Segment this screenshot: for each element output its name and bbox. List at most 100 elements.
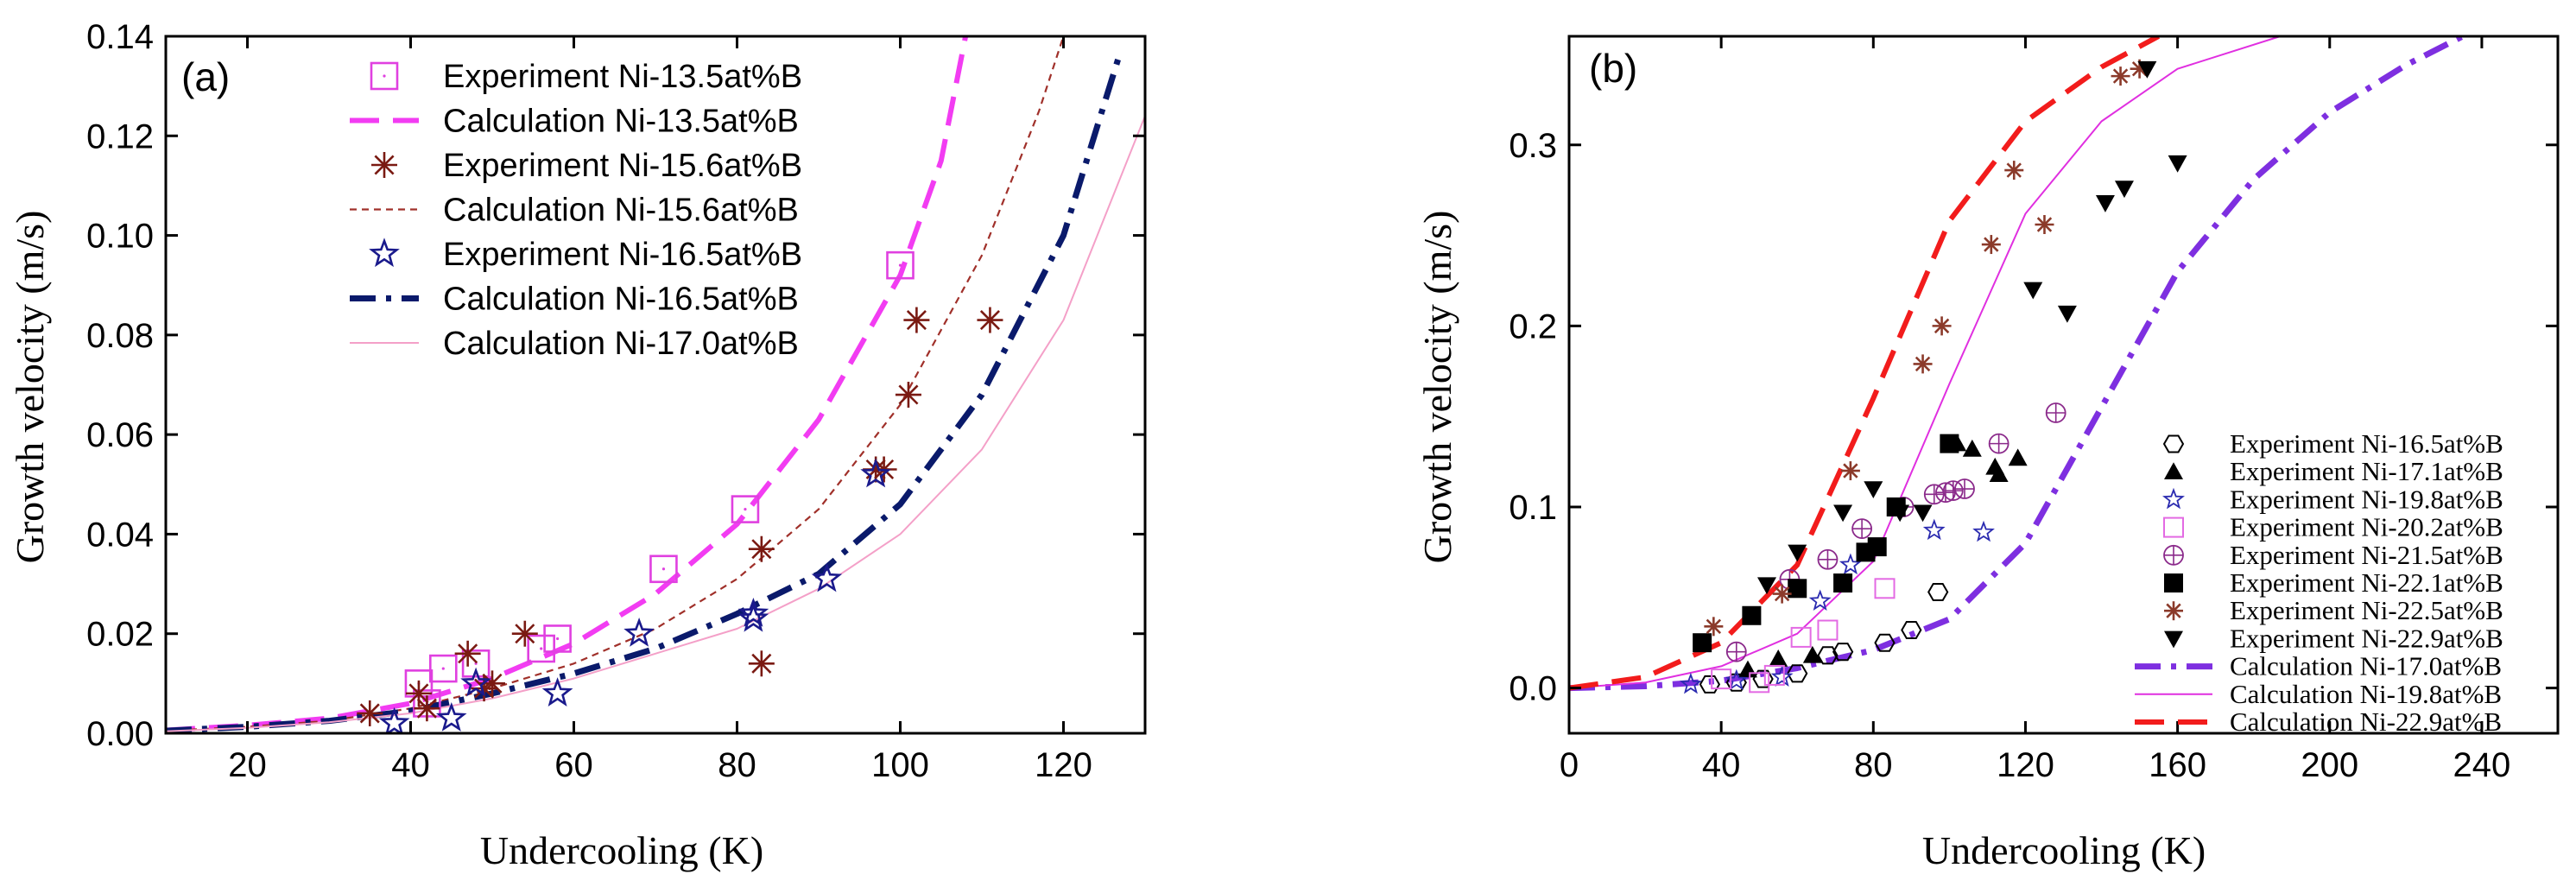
panel-a-experiment-ni-15-6at-b-point-11 (895, 382, 921, 409)
panel-a-experiment-ni-15-6at-b-point-6 (511, 620, 538, 647)
panel-b-experiment-ni-19-8at-b-point-0 (1680, 672, 1702, 694)
panel-b-legend-experiment-ni-21-5at-b-label: Experiment Ni-21.5at%B (2230, 540, 2503, 570)
panel-b-experiment-ni-22-9at-b-point-0 (1757, 577, 1776, 595)
panel-a-x-tick-label-2: 60 (554, 746, 593, 784)
panel-a-x-tick-label-3: 80 (718, 746, 756, 784)
panel-b-legend-calculation-ni-19-8at-b-label: Calculation Ni-19.8at%B (2230, 679, 2502, 709)
panel-b-legend-calculation-ni-22-9at-b-label: Calculation Ni-22.9at%B (2230, 706, 2502, 737)
panel-b-experiment-ni-22-9at-b-point-7 (2057, 305, 2077, 323)
panel-b-y-tick-label-2: 0.2 (1509, 307, 1557, 345)
panel-b-legend-experiment-ni-21-5at-b-swatch (2163, 544, 2184, 566)
panel-a-series-calculation-ni-17-0at-b-line (166, 115, 1145, 732)
panel-b-experiment-ni-22-9at-b-point-6 (2023, 282, 2043, 300)
panel-a-x-tick-label-1: 40 (391, 746, 430, 784)
panel-b-experiment-ni-22-9at-b-point-11 (2137, 60, 2157, 79)
panel-a-y-tick-label-3: 0.06 (86, 416, 154, 454)
panel-b-experiment-ni-21-5at-b-point-2 (1817, 548, 1839, 570)
panel-b-experiment-ni-22-5at-b-point-4 (1932, 316, 1952, 336)
panel-b-experiment-ni-19-8at-b-point-4 (1839, 553, 1862, 575)
panel-b-experiment-ni-20-2at-b-point-5 (1874, 578, 1896, 599)
panel-b-legend-experiment-ni-20-2at-b-label: Experiment Ni-20.2at%B (2230, 512, 2503, 542)
panel-a-y-tick-label-1: 0.02 (86, 616, 154, 654)
panel-b-experiment-ni-20-2at-b-point-4 (1817, 619, 1839, 641)
panel-b-legend-experiment-ni-22-9at-b-label: Experiment Ni-22.9at%B (2230, 623, 2503, 653)
panel-b-experiment-ni-16-5at-b-point-0 (1699, 675, 1721, 694)
panel-b-y-tick-label-3: 0.3 (1509, 127, 1557, 165)
panel-a-experiment-ni-15-6at-b-point-7 (748, 535, 775, 562)
panel-a-experiment-ni-13-5at-b-point-5 (543, 624, 572, 653)
panel-b-experiment-ni-22-5at-b-point-1 (1772, 584, 1792, 604)
panel-b-experiment-ni-16-5at-b-point-7 (1901, 621, 1922, 639)
panel-b-experiment-ni-17-1at-b-point-1 (1769, 649, 1788, 667)
panel-b-plot-area (1569, 36, 2465, 694)
panel-b-y-tick-label-1: 0.1 (1509, 489, 1557, 527)
panel-b-experiment-ni-20-2at-b-point-3 (1790, 626, 1812, 648)
panel-b-y-tick-label-0: 0.0 (1509, 670, 1557, 708)
panel-a-legend-calculation-ni-13-5at-b-label: Calculation Ni-13.5at%B (443, 104, 799, 140)
panel-b-experiment-ni-17-1at-b-point-6 (1989, 465, 2009, 483)
panel-b-x-tick-label-1: 40 (1702, 746, 1741, 784)
panel-a-y-tick-label-7: 0.14 (86, 18, 154, 56)
panel-b-experiment-ni-22-1at-b-point-7 (1940, 434, 1959, 453)
panel-b-experiment-ni-22-1at-b-point-3 (1833, 573, 1853, 593)
panel-b-experiment-ni-22-5at-b-point-7 (2035, 214, 2054, 234)
panel-b-legend-experiment-ni-17-1at-b-swatch (2164, 462, 2183, 479)
panel-a-experiment-ni-15-6at-b-point-0 (357, 700, 383, 726)
panel-a-legend-experiment-ni-15-6at-b-swatch (371, 152, 397, 178)
panel-b-experiment-ni-17-1at-b-point-2 (1802, 645, 1822, 663)
panel-b-experiment-ni-22-1at-b-point-2 (1788, 579, 1807, 599)
panel-a-experiment-ni-16-5at-b-point-2 (460, 667, 491, 697)
panel-a-experiment-ni-16-5at-b-point-3 (541, 677, 573, 706)
panel-b-experiment-ni-16-5at-b-point-5 (1832, 643, 1854, 662)
panel-b-legend-experiment-ni-22-5at-b-swatch (2164, 601, 2183, 621)
panel-a-experiment-ni-13-5at-b-point-2 (428, 654, 458, 683)
panel-b-experiment-ni-22-9at-b-point-10 (2168, 155, 2187, 173)
chart-panel-a: (a) 20 40 60 80 100 120 0.00 0.02 0.04 0.06 0.08 0.… (8, 18, 1147, 872)
panel-b-experiment-ni-22-9at-b-point-9 (2114, 181, 2134, 199)
panel-a-x-tick-label-0: 20 (228, 746, 267, 784)
panel-b-experiment-ni-22-5at-b-point-0 (1704, 617, 1724, 637)
panel-b-experiment-ni-16-5at-b-point-2 (1752, 669, 1774, 688)
panel-b-experiment-ni-21-5at-b-point-7 (1942, 480, 1964, 502)
panel-b-x-tick-label-4: 160 (2149, 746, 2206, 784)
panel-b-experiment-ni-19-8at-b-point-1 (1725, 668, 1748, 691)
panel-b-x-tick-label-0: 0 (1560, 746, 1579, 784)
chart-panel-b: (b) 0 40 80 120 160 200 240 0.0 0.1 0.2 0.3 Underc… (1415, 35, 2560, 872)
panel-b-experiment-ni-21-5at-b-point-3 (1851, 518, 1872, 540)
panel-a-experiment-ni-13-5at-b-point-6 (649, 554, 678, 584)
panel-a-legend-calculation-ni-15-6at-b-label: Calculation Ni-15.6at%B (443, 193, 799, 229)
panel-b-legend-experiment-ni-16-5at-b-swatch (2162, 434, 2185, 453)
panel-b-legend-experiment-ni-22-5at-b-label: Experiment Ni-22.5at%B (2230, 595, 2503, 625)
panel-a-legend-calculation-ni-16-5at-b-label: Calculation Ni-16.5at%B (443, 282, 799, 318)
panel-a-x-tick-label-5: 120 (1035, 746, 1092, 784)
panel-a-legend-experiment-ni-15-6at-b-label: Experiment Ni-15.6at%B (443, 148, 802, 184)
panel-a-experiment-ni-15-6at-b-point-8 (748, 650, 775, 677)
panel-a-experiment-ni-15-6at-b-point-12 (903, 307, 930, 333)
panel-b-legend-experiment-ni-20-2at-b-swatch (2163, 516, 2184, 538)
panel-a-experiment-ni-15-6at-b-point-2 (414, 695, 440, 722)
panel-a-experiment-ni-16-5at-b-point-8 (860, 458, 891, 488)
panel-b-experiment-ni-22-1at-b-point-0 (1693, 633, 1712, 653)
panel-b-experiment-ni-22-9at-b-point-2 (1833, 504, 1853, 523)
panel-a-experiment-ni-16-5at-b-point-4 (623, 617, 655, 647)
panel-a-series-calculation-ni-16-5at-b-line (166, 50, 1123, 733)
panel-a-experiment-ni-13-5at-b-point-4 (527, 634, 556, 663)
panel-b-experiment-ni-16-5at-b-point-4 (1817, 646, 1839, 665)
panel-b-legend-experiment-ni-17-1at-b-label: Experiment Ni-17.1at%B (2230, 456, 2503, 486)
panel-b-experiment-ni-16-5at-b-point-6 (1874, 633, 1896, 652)
panel-b-y-axis-title: Growth velocity (m/s) (1415, 211, 1459, 564)
panel-b-experiment-ni-20-2at-b-point-1 (1749, 672, 1770, 694)
panel-a-y-tick-label-5: 0.10 (86, 218, 154, 256)
panel-b-legend-experiment-ni-22-1at-b-label: Experiment Ni-22.1at%B (2230, 567, 2503, 598)
panel-b-label: (b) (1589, 46, 1637, 91)
panel-b-x-tick-label-5: 200 (2301, 746, 2358, 784)
panel-b-legend-experiment-ni-19-8at-b-label: Experiment Ni-19.8at%B (2230, 484, 2503, 514)
panel-a-series-calculation-ni-15-6at-b-line (166, 36, 1065, 732)
panel-a-experiment-ni-15-6at-b-point-3 (454, 640, 481, 667)
panel-b-experiment-ni-16-5at-b-point-8 (1927, 583, 1949, 601)
panel-a-experiment-ni-16-5at-b-point-5 (737, 602, 769, 632)
panel-b-experiment-ni-19-8at-b-point-5 (1922, 518, 1946, 541)
panel-b-experiment-ni-22-1at-b-point-1 (1742, 605, 1762, 625)
panel-b-experiment-ni-22-9at-b-point-5 (1913, 504, 1933, 523)
panel-b-experiment-ni-22-1at-b-point-5 (1867, 537, 1887, 557)
